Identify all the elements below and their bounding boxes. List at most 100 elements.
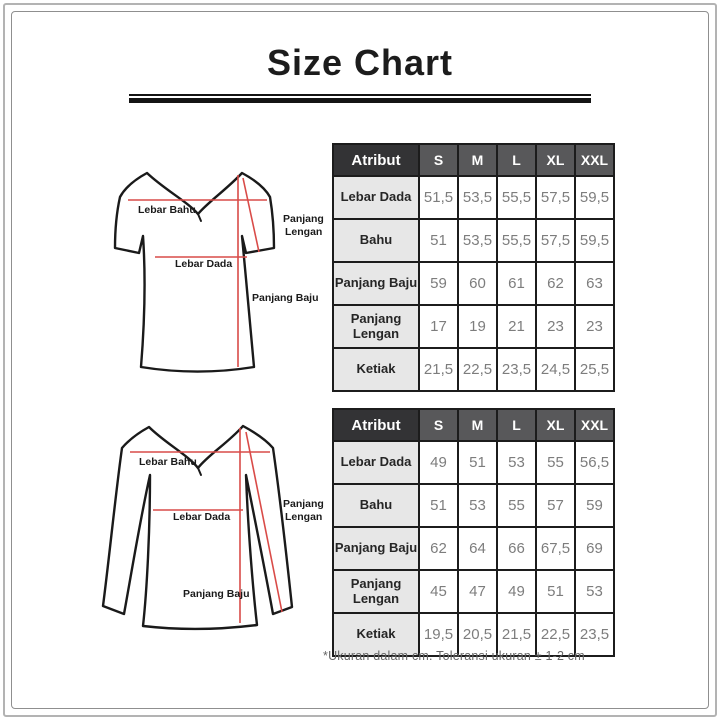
- header-cell-s: S: [418, 408, 459, 442]
- header-cell-m: M: [457, 408, 498, 442]
- lebar-dada-label: Lebar Dada: [175, 258, 232, 270]
- row-label: Panjang Baju: [332, 526, 420, 571]
- value-cell: 23,5: [496, 347, 537, 392]
- value-cell: 55: [535, 440, 576, 485]
- header-cell-l: L: [496, 408, 537, 442]
- value-cell: 22,5: [457, 347, 498, 392]
- value-cell: 23: [574, 304, 615, 349]
- value-cell: 51: [535, 569, 576, 614]
- value-cell: 19,5: [418, 612, 459, 657]
- value-cell: 51: [418, 218, 459, 263]
- panjang-baju-label: Panjang Baju: [252, 292, 319, 304]
- value-cell: 49: [496, 569, 537, 614]
- shirt-outline: [101, 424, 294, 631]
- row-label: Ketiak: [332, 347, 420, 392]
- panjang-lengan-label-line2: Lengan: [285, 226, 322, 238]
- value-cell: 53: [496, 440, 537, 485]
- value-cell: 60: [457, 261, 498, 306]
- value-cell: 21,5: [418, 347, 459, 392]
- value-cell: 20,5: [457, 612, 498, 657]
- row-label: Bahu: [332, 218, 420, 263]
- lebar-bahu-label: Lebar Bahu: [138, 204, 196, 216]
- value-cell: 23: [535, 304, 576, 349]
- row-label: Bahu: [332, 483, 420, 528]
- value-cell: 59,5: [574, 218, 615, 263]
- header-row: Atribut S M L XL XXL: [332, 408, 615, 442]
- page-title: Size Chart: [266, 42, 454, 83]
- value-cell: 24,5: [535, 347, 576, 392]
- value-cell: 47: [457, 569, 498, 614]
- row-label: Panjang Baju: [332, 261, 420, 306]
- table-row-ketiak: Ketiak 21,5 22,5 23,5 24,5 25,5: [332, 347, 615, 392]
- value-cell: 21: [496, 304, 537, 349]
- value-cell: 51: [418, 483, 459, 528]
- shirt-outline: [113, 171, 276, 373]
- short-sleeve-shirt-diagram: Lebar Bahu Lebar Dada Panjang Baju Panja…: [113, 171, 324, 373]
- panjang-lengan-label-line1: Panjang: [283, 213, 324, 225]
- table-row-bahu: Bahu 51 53 55 57 59: [332, 483, 615, 528]
- header-cell-xxl: XXL: [574, 408, 615, 442]
- row-label: Lebar Dada: [332, 175, 420, 220]
- value-cell: 51,5: [418, 175, 459, 220]
- value-cell: 25,5: [574, 347, 615, 392]
- table-row-panjang-baju: Panjang Baju 59 60 61 62 63: [332, 261, 615, 306]
- size-table-long-sleeve: Atribut S M L XL XXL Lebar Dada 49 51 53…: [332, 408, 615, 657]
- value-cell: 59: [574, 483, 615, 528]
- panjang-baju-label: Panjang Baju: [183, 588, 250, 600]
- value-cell: 53,5: [457, 218, 498, 263]
- value-cell: 49: [418, 440, 459, 485]
- table-row-panjang-lengan: Panjang Lengan 45 47 49 51 53: [332, 569, 615, 614]
- panjang-lengan-line: [242, 177, 260, 253]
- header-cell-l: L: [496, 143, 537, 177]
- table-row-panjang-lengan: Panjang Lengan 17 19 21 23 23: [332, 304, 615, 349]
- collar-notch: [197, 467, 202, 476]
- row-label: Lebar Dada: [332, 440, 420, 485]
- value-cell: 69: [574, 526, 615, 571]
- lebar-dada-label: Lebar Dada: [173, 511, 230, 523]
- value-cell: 57,5: [535, 175, 576, 220]
- header-cell-s: S: [418, 143, 459, 177]
- value-cell: 22,5: [535, 612, 576, 657]
- header-row: Atribut S M L XL XXL: [332, 143, 615, 177]
- header-cell-atribut: Atribut: [332, 408, 420, 442]
- value-cell: 55,5: [496, 218, 537, 263]
- header-cell-xl: XL: [535, 408, 576, 442]
- row-label: Panjang Lengan: [332, 569, 420, 614]
- value-cell: 66: [496, 526, 537, 571]
- header-cell-xxl: XXL: [574, 143, 615, 177]
- value-cell: 53: [574, 569, 615, 614]
- row-label: Ketiak: [332, 612, 420, 657]
- table-row-lebar-dada: Lebar Dada 49 51 53 55 56,5: [332, 440, 615, 485]
- table-row-bahu: Bahu 51 53,5 55,5 57,5 59,5: [332, 218, 615, 263]
- value-cell: 21,5: [496, 612, 537, 657]
- collar-notch: [197, 213, 202, 222]
- title-underline-thick: [129, 98, 591, 103]
- value-cell: 59,5: [574, 175, 615, 220]
- panjang-lengan-label-line2: Lengan: [285, 511, 322, 523]
- title-underline-thin: [129, 94, 591, 96]
- value-cell: 57,5: [535, 218, 576, 263]
- value-cell: 56,5: [574, 440, 615, 485]
- value-cell: 63: [574, 261, 615, 306]
- value-cell: 62: [418, 526, 459, 571]
- size-table-short-sleeve: Atribut S M L XL XXL Lebar Dada 51,5 53,…: [332, 143, 615, 392]
- value-cell: 64: [457, 526, 498, 571]
- header-cell-xl: XL: [535, 143, 576, 177]
- value-cell: 17: [418, 304, 459, 349]
- table-row-panjang-baju: Panjang Baju 62 64 66 67,5 69: [332, 526, 615, 571]
- value-cell: 62: [535, 261, 576, 306]
- row-label: Panjang Lengan: [332, 304, 420, 349]
- value-cell: 59: [418, 261, 459, 306]
- value-cell: 55: [496, 483, 537, 528]
- table-row-lebar-dada: Lebar Dada 51,5 53,5 55,5 57,5 59,5: [332, 175, 615, 220]
- measurement-footnote: *Ukuran dalam cm. Toleransi ukuran ± 1-2…: [323, 649, 585, 663]
- header-cell-atribut: Atribut: [332, 143, 420, 177]
- value-cell: 67,5: [535, 526, 576, 571]
- value-cell: 19: [457, 304, 498, 349]
- value-cell: 57: [535, 483, 576, 528]
- value-cell: 51: [457, 440, 498, 485]
- panjang-lengan-label-line1: Panjang: [283, 498, 324, 510]
- table-row-ketiak: Ketiak 19,5 20,5 21,5 22,5 23,5: [332, 612, 615, 657]
- header-cell-m: M: [457, 143, 498, 177]
